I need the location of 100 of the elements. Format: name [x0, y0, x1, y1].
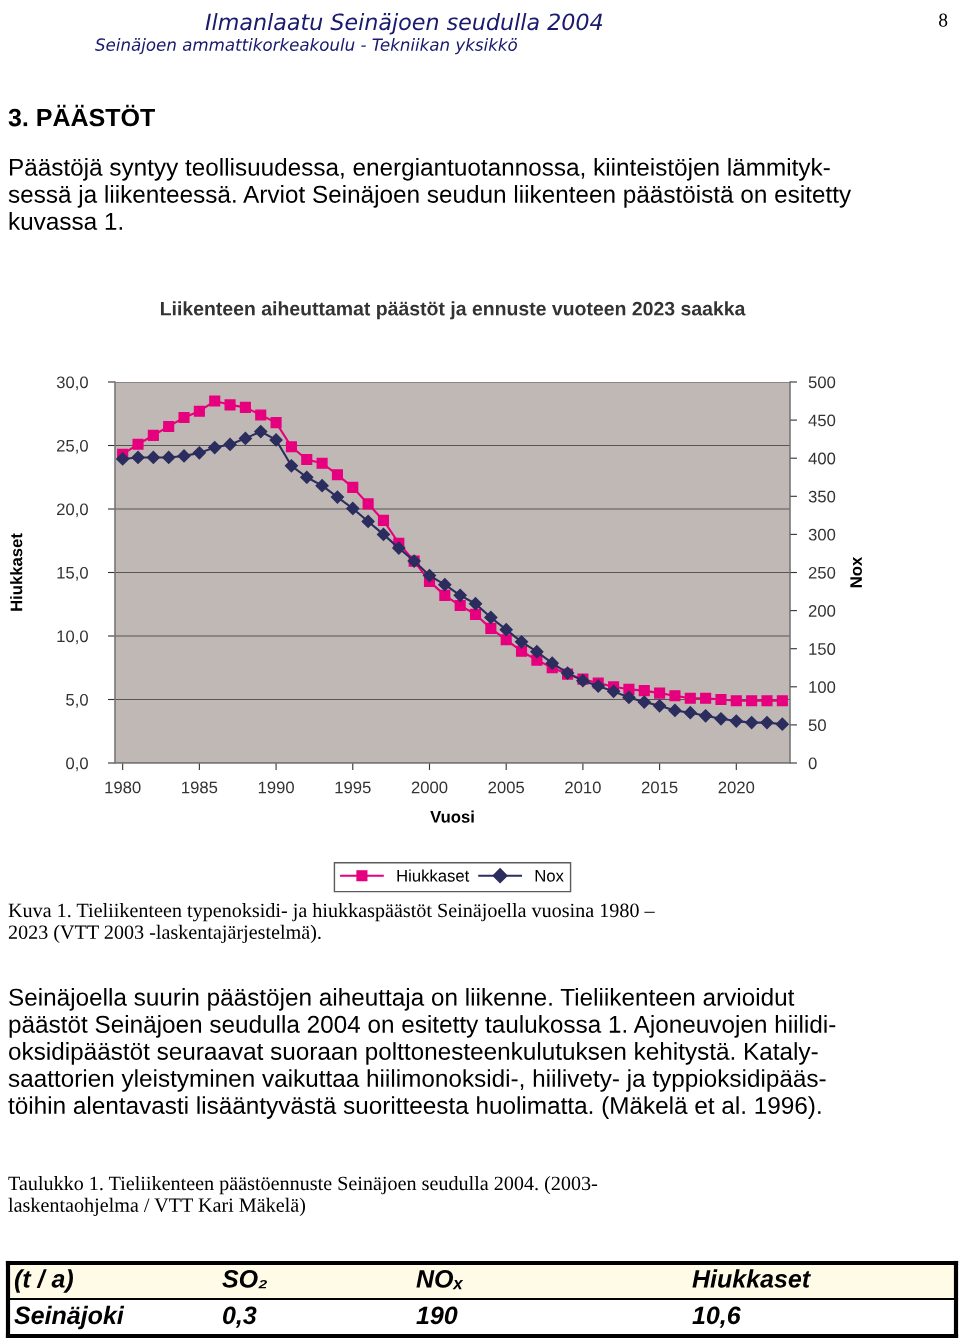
point: [530, 645, 544, 659]
point: [177, 449, 191, 463]
point: [362, 498, 374, 510]
point: [146, 450, 160, 465]
y-tick-label: 25,0: [57, 439, 88, 454]
point: [469, 608, 482, 620]
point: [192, 446, 206, 460]
y2-tick-label: 200: [808, 605, 836, 617]
point: [683, 706, 697, 720]
y-tick-label: 0,0: [66, 757, 88, 772]
point: [775, 717, 789, 731]
x-tick-label: 2020: [718, 781, 755, 794]
text: Seinäjoen ammattikorkeakoulu - Tekniikan yksikkö: [95, 38, 517, 55]
point: [162, 450, 176, 465]
text: 10,6: [692, 1306, 741, 1328]
x-tick-label: 1990: [258, 781, 294, 794]
point: [178, 412, 190, 424]
point: [193, 405, 205, 417]
point: [499, 623, 513, 637]
point: [255, 409, 267, 421]
text: Taulukko 1. Tieliikenteen päästöennuste Seinäjoen seudulla 2004. (2003- laskentaohjelma / VTT Kari Mäkelä): [8, 1176, 598, 1217]
point: [163, 420, 175, 433]
point: [147, 429, 159, 441]
y2-tick-label: 450: [808, 414, 836, 427]
point: [422, 568, 437, 583]
point: [730, 695, 742, 707]
y2-tick-label: 150: [809, 643, 836, 655]
point: [223, 437, 237, 452]
point: [606, 684, 621, 698]
legend-label: Hiukkaset: [397, 869, 470, 882]
point: [715, 693, 727, 706]
point: [347, 481, 359, 493]
y2-tick-label: 100: [809, 681, 836, 693]
point: [439, 589, 451, 601]
point: [653, 699, 667, 713]
point: [776, 695, 788, 707]
y2-axis-title: Nox: [850, 556, 862, 588]
text: SO₂: [222, 1270, 267, 1289]
text: (t / a): [14, 1269, 73, 1293]
point: [684, 692, 696, 704]
point: [132, 438, 144, 450]
x-tick-label: 1985: [182, 781, 218, 794]
point: [224, 399, 236, 411]
x-axis-title: Vuosi: [430, 810, 474, 823]
point: [714, 712, 728, 726]
point: [361, 514, 375, 529]
y-tick-label: 30,0: [56, 376, 88, 391]
x-tick-label: 1980: [105, 781, 141, 794]
y-tick-label: 20,0: [57, 503, 88, 518]
point: [699, 709, 713, 723]
x-tick-label: 2005: [488, 781, 525, 794]
y2-tick-label: 300: [808, 528, 836, 541]
chart-title: Liikenteen aiheuttamat päästöt ja ennuste vuoteen 2023 saakka: [160, 301, 746, 320]
point: [638, 685, 650, 697]
point: [761, 695, 773, 707]
point: [285, 441, 297, 453]
point: [484, 610, 498, 625]
point: [729, 714, 743, 728]
point: [270, 417, 282, 429]
text: 0,3: [223, 1306, 257, 1328]
text: 8: [939, 13, 948, 27]
point: [746, 695, 758, 707]
x-tick-label: 2010: [565, 781, 601, 794]
y2-tick-label: 400: [808, 452, 836, 465]
point: [514, 635, 529, 649]
point: [239, 401, 251, 413]
point: [269, 433, 283, 447]
x-tick-label: 1995: [335, 781, 371, 794]
point: [131, 450, 145, 465]
y2-tick-label: 350: [808, 490, 836, 503]
point: [331, 469, 343, 481]
y-axis-title: Hiukkaset: [10, 533, 23, 611]
text: Päästöjä syntyy teollisuudessa, energiantuotannossa, kiinteistöjen lämmityk- sessä ja liikenteessä. Arviot Seinäjoen seudun liikenteen päästöistä on esitetty kuvassa 1.: [8, 158, 852, 230]
point: [254, 424, 268, 439]
point: [238, 431, 252, 445]
point: [316, 457, 328, 469]
point: [284, 459, 299, 473]
point: [468, 597, 483, 611]
x-tick-label: 2015: [641, 781, 678, 794]
point: [315, 479, 329, 493]
text: Hiukkaset: [692, 1269, 811, 1288]
point: [376, 527, 391, 541]
point: [438, 578, 452, 592]
legend-label: Nox: [535, 870, 564, 882]
point: [453, 588, 467, 602]
text: Ilmanlaatu Seinäjoen seudulla 2004: [205, 13, 603, 35]
y-tick-label: 15,0: [57, 566, 88, 581]
text: NOₓ: [416, 1270, 464, 1290]
point: [454, 599, 466, 612]
point: [500, 634, 512, 646]
point: [545, 656, 559, 670]
point: [668, 703, 682, 718]
y2-tick-label: 50: [808, 719, 826, 732]
point: [591, 679, 605, 693]
y2-tick-label: 500: [808, 376, 836, 389]
y-tick-label: 5,0: [66, 693, 88, 708]
point: [700, 692, 712, 704]
text: 190: [416, 1306, 458, 1325]
x-tick-label: 2000: [411, 781, 448, 794]
text: Seinäjoella suurin päästöjen aiheuttaja on liikenne. Tieliikenteen arvioidut päästöt Seinäjoen seudulla 2004 on esitetty taulukossa 1. Ajoneuvojen hiilidi- oksidipäästöt seuraavat suoraan polttonesteenkulutuksen kehitystä. Kataly- saattorien yleistyminen vaikuttaa hiilimonoksidi-, hiilivety- ja typpioksidipääs- töihin alentavasti lisääntyvästä suoritteesta huolimatta. (Mäkelä et al. 1996).: [8, 988, 836, 1119]
